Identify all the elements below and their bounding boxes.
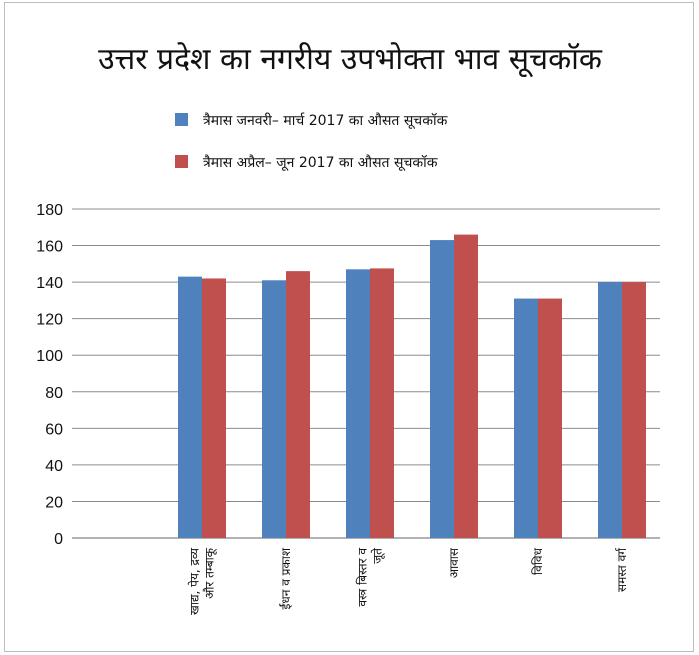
y-tick-label: 160 [36,239,63,256]
bar-s1-c3 [454,235,478,538]
legend-label-0: त्रैमास जनवरी– मार्च 2017 का औसत सूचकॉक [203,112,448,129]
legend-swatch-1 [175,155,188,168]
legend: त्रैमास जनवरी– मार्च 2017 का औसत सूचकॉक त… [175,112,448,171]
bar-s0-c1 [262,280,286,538]
legend-swatch-0 [175,113,188,126]
y-tick-label: 100 [36,348,63,365]
y-tick-label: 40 [45,458,63,475]
bar-s1-c1 [286,271,310,538]
bar-s1-c5 [622,282,646,538]
legend-label-1: त्रैमास अप्रैल– जून 2017 का औसत सूचकॉक [203,154,438,171]
bar-s0-c2 [346,269,370,538]
y-tick-label: 180 [36,202,63,219]
bar-chart: उत्तर प्रदेश का नगरीय उपभोक्ता भाव सूचकॉ… [5,3,695,653]
x-category-label: वस्त्र बिस्तर व [356,548,370,607]
y-tick-label: 140 [36,275,63,292]
chart-title: उत्तर प्रदेश का नगरीय उपभोक्ता भाव सूचकॉ… [98,42,603,78]
y-tick-label: 0 [54,531,63,548]
x-axis: खाद्य, पेय, द्रव्य और तम्बाकू ईंधन व प्रका… [188,547,630,615]
bar-s0-c3 [430,240,454,538]
x-category-label: जूते [371,547,386,564]
x-category-label: विविध [531,547,545,575]
bar-s0-c4 [514,299,538,538]
x-category-label: आवास [447,547,461,578]
bar-s0-c5 [598,282,622,538]
x-category-label: और तम्बाकू [203,547,218,599]
x-category-label: समस्त वर्ग [615,547,629,592]
bar-s1-c4 [538,299,562,538]
x-category-label: ईंधन व प्रकाश [279,547,293,609]
chart-frame: उत्तर प्रदेश का नगरीय उपभोक्ता भाव सूचकॉ… [4,2,694,652]
bar-s1-c2 [370,268,394,538]
y-tick-label: 80 [45,385,63,402]
x-category-label: खाद्य, पेय, द्रव्य [188,547,202,615]
y-tick-label: 20 [45,494,63,511]
bars [178,235,646,538]
y-tick-label: 60 [45,421,63,438]
y-axis: 0 20 40 60 80 100 120 140 160 180 [36,202,63,548]
bar-s0-c0 [178,277,202,538]
y-tick-label: 120 [36,312,63,329]
bar-s1-c0 [202,278,226,538]
